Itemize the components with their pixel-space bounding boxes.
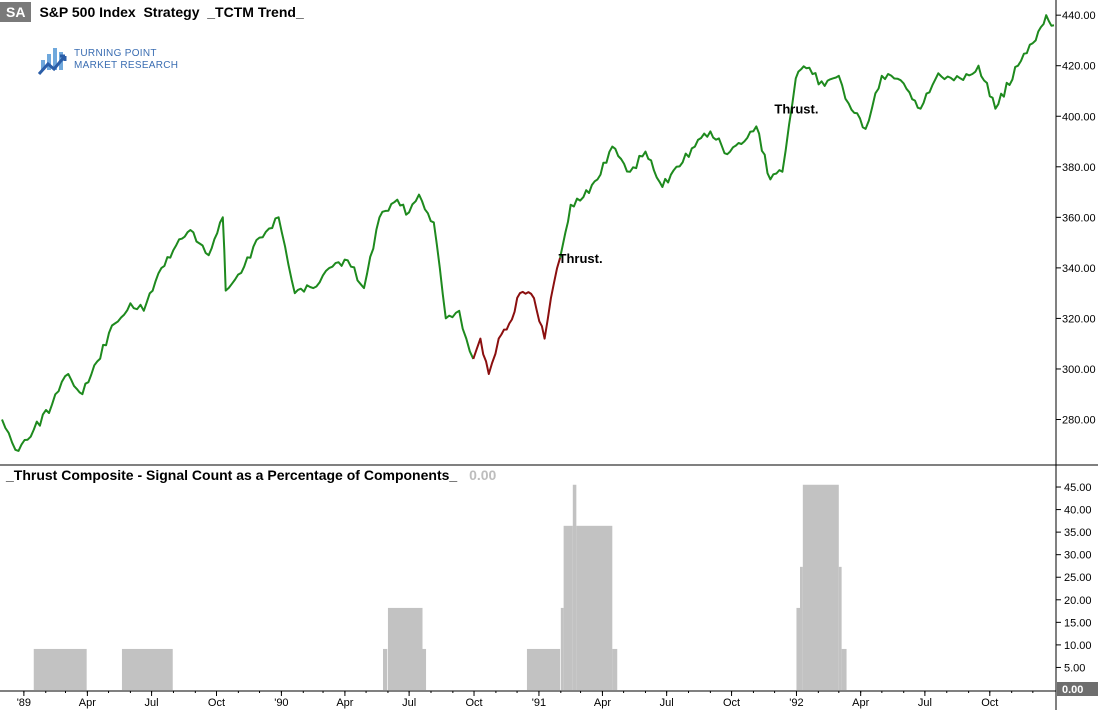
indicator-y-axis: 5.00 10.00 15.00 20.00 25.00 30.00 35.00 40.00 4… (1056, 482, 1098, 696)
indicator-bar (387, 607, 423, 690)
x-tick-label: Jul (660, 697, 674, 709)
x-tick-label: Oct (723, 697, 740, 709)
indicator-bar (796, 607, 800, 690)
indicator-bar (802, 484, 839, 690)
x-tick-label: Oct (465, 697, 482, 709)
indicator-tick-label: 35.00 (1064, 527, 1092, 539)
logo-icon (38, 48, 67, 76)
indicator-bars (33, 484, 847, 690)
indicator-title: _Thrust Composite - Signal Count as a Pe… (6, 467, 458, 483)
price-tick-label: 280.00 (1062, 415, 1096, 427)
chart-title: S&P 500 Index Strategy _TCTM Trend_ (39, 4, 304, 20)
x-tick-label: Apr (852, 697, 869, 709)
indicator-value-box (1057, 682, 1098, 696)
company-logo: TURNING POINT MARKET RESEARCH (38, 44, 178, 76)
price-tick-label: 420.00 (1062, 61, 1096, 73)
indicator-tick-label: 45.00 (1064, 482, 1092, 494)
indicator-tick-label: 30.00 (1064, 550, 1092, 562)
indicator-tick-label: 25.00 (1064, 572, 1092, 584)
price-series-down-1 (472, 257, 562, 375)
indicator-bar (612, 648, 618, 690)
x-tick-label: Apr (594, 697, 611, 709)
price-annotations: Thrust. Thrust. (559, 102, 819, 266)
x-tick-label: Oct (981, 697, 998, 709)
x-tick-label: '91 (532, 697, 546, 709)
logo-line2: MARKET RESEARCH (74, 60, 179, 71)
indicator-current-value: 0.00 (469, 467, 497, 483)
indicator-bar (33, 648, 87, 690)
x-tick-label: Jul (918, 697, 932, 709)
price-tick-label: 380.00 (1062, 162, 1096, 174)
indicator-bar (422, 648, 427, 690)
thrust-annotation-0: Thrust. (559, 251, 603, 266)
time-x-axis: '89 Apr Jul Oct '90 Apr Jul Oct '91 Apr Jul Oct '92 A… (17, 691, 1034, 709)
indicator-tick-label: 20.00 (1064, 595, 1092, 607)
indicator-bar (563, 525, 573, 690)
chart-header: SA S&P 500 Index Strategy _TCTM Trend_ (0, 0, 304, 24)
indicator-bar (799, 566, 803, 690)
indicator-bar (121, 648, 173, 690)
price-y-axis: 280.00 300.00 320.00 340.00 360.00 380.00 400.… (1056, 10, 1096, 427)
logo-text: TURNING POINT MARKET RESEARCH (74, 48, 178, 72)
indicator-tick-label: 10.00 (1064, 640, 1092, 652)
price-series-up-0 (1, 193, 475, 452)
price-series (1, 14, 1055, 452)
x-tick-label: Apr (79, 697, 96, 709)
price-tick-label: 440.00 (1062, 10, 1096, 22)
indicator-bar (526, 648, 561, 690)
indicator-bar (560, 607, 564, 690)
x-tick-label: Jul (145, 697, 159, 709)
indicator-bar (841, 648, 847, 690)
x-tick-label: '89 (17, 697, 31, 709)
indicator-title-row: _Thrust Composite - Signal Count as a Pe… (6, 467, 496, 483)
indicator-tick-label: 5.00 (1064, 662, 1085, 674)
x-tick-label: Jul (402, 697, 416, 709)
price-tick-label: 320.00 (1062, 313, 1096, 325)
indicator-tick-label: 15.00 (1064, 617, 1092, 629)
price-tick-label: 400.00 (1062, 111, 1096, 123)
price-series-up-2 (559, 14, 1055, 259)
x-tick-label: Apr (336, 697, 353, 709)
indicator-bar (838, 566, 842, 690)
x-tick-label: '90 (274, 697, 288, 709)
indicator-bar (576, 525, 613, 690)
price-tick-label: 360.00 (1062, 212, 1096, 224)
x-tick-label: Oct (208, 697, 225, 709)
x-tick-label: '92 (789, 697, 803, 709)
logo-line1: TURNING POINT (74, 48, 157, 59)
indicator-tick-label: 40.00 (1064, 505, 1092, 517)
indicator-bar (383, 648, 388, 690)
thrust-annotation-1: Thrust. (774, 102, 818, 117)
indicator-bar (572, 484, 577, 690)
price-tick-label: 340.00 (1062, 263, 1096, 275)
indicator-value-box-label: 0.00 (1062, 684, 1083, 696)
symbol-badge[interactable]: SA (0, 2, 32, 22)
price-tick-label: 300.00 (1062, 364, 1096, 376)
